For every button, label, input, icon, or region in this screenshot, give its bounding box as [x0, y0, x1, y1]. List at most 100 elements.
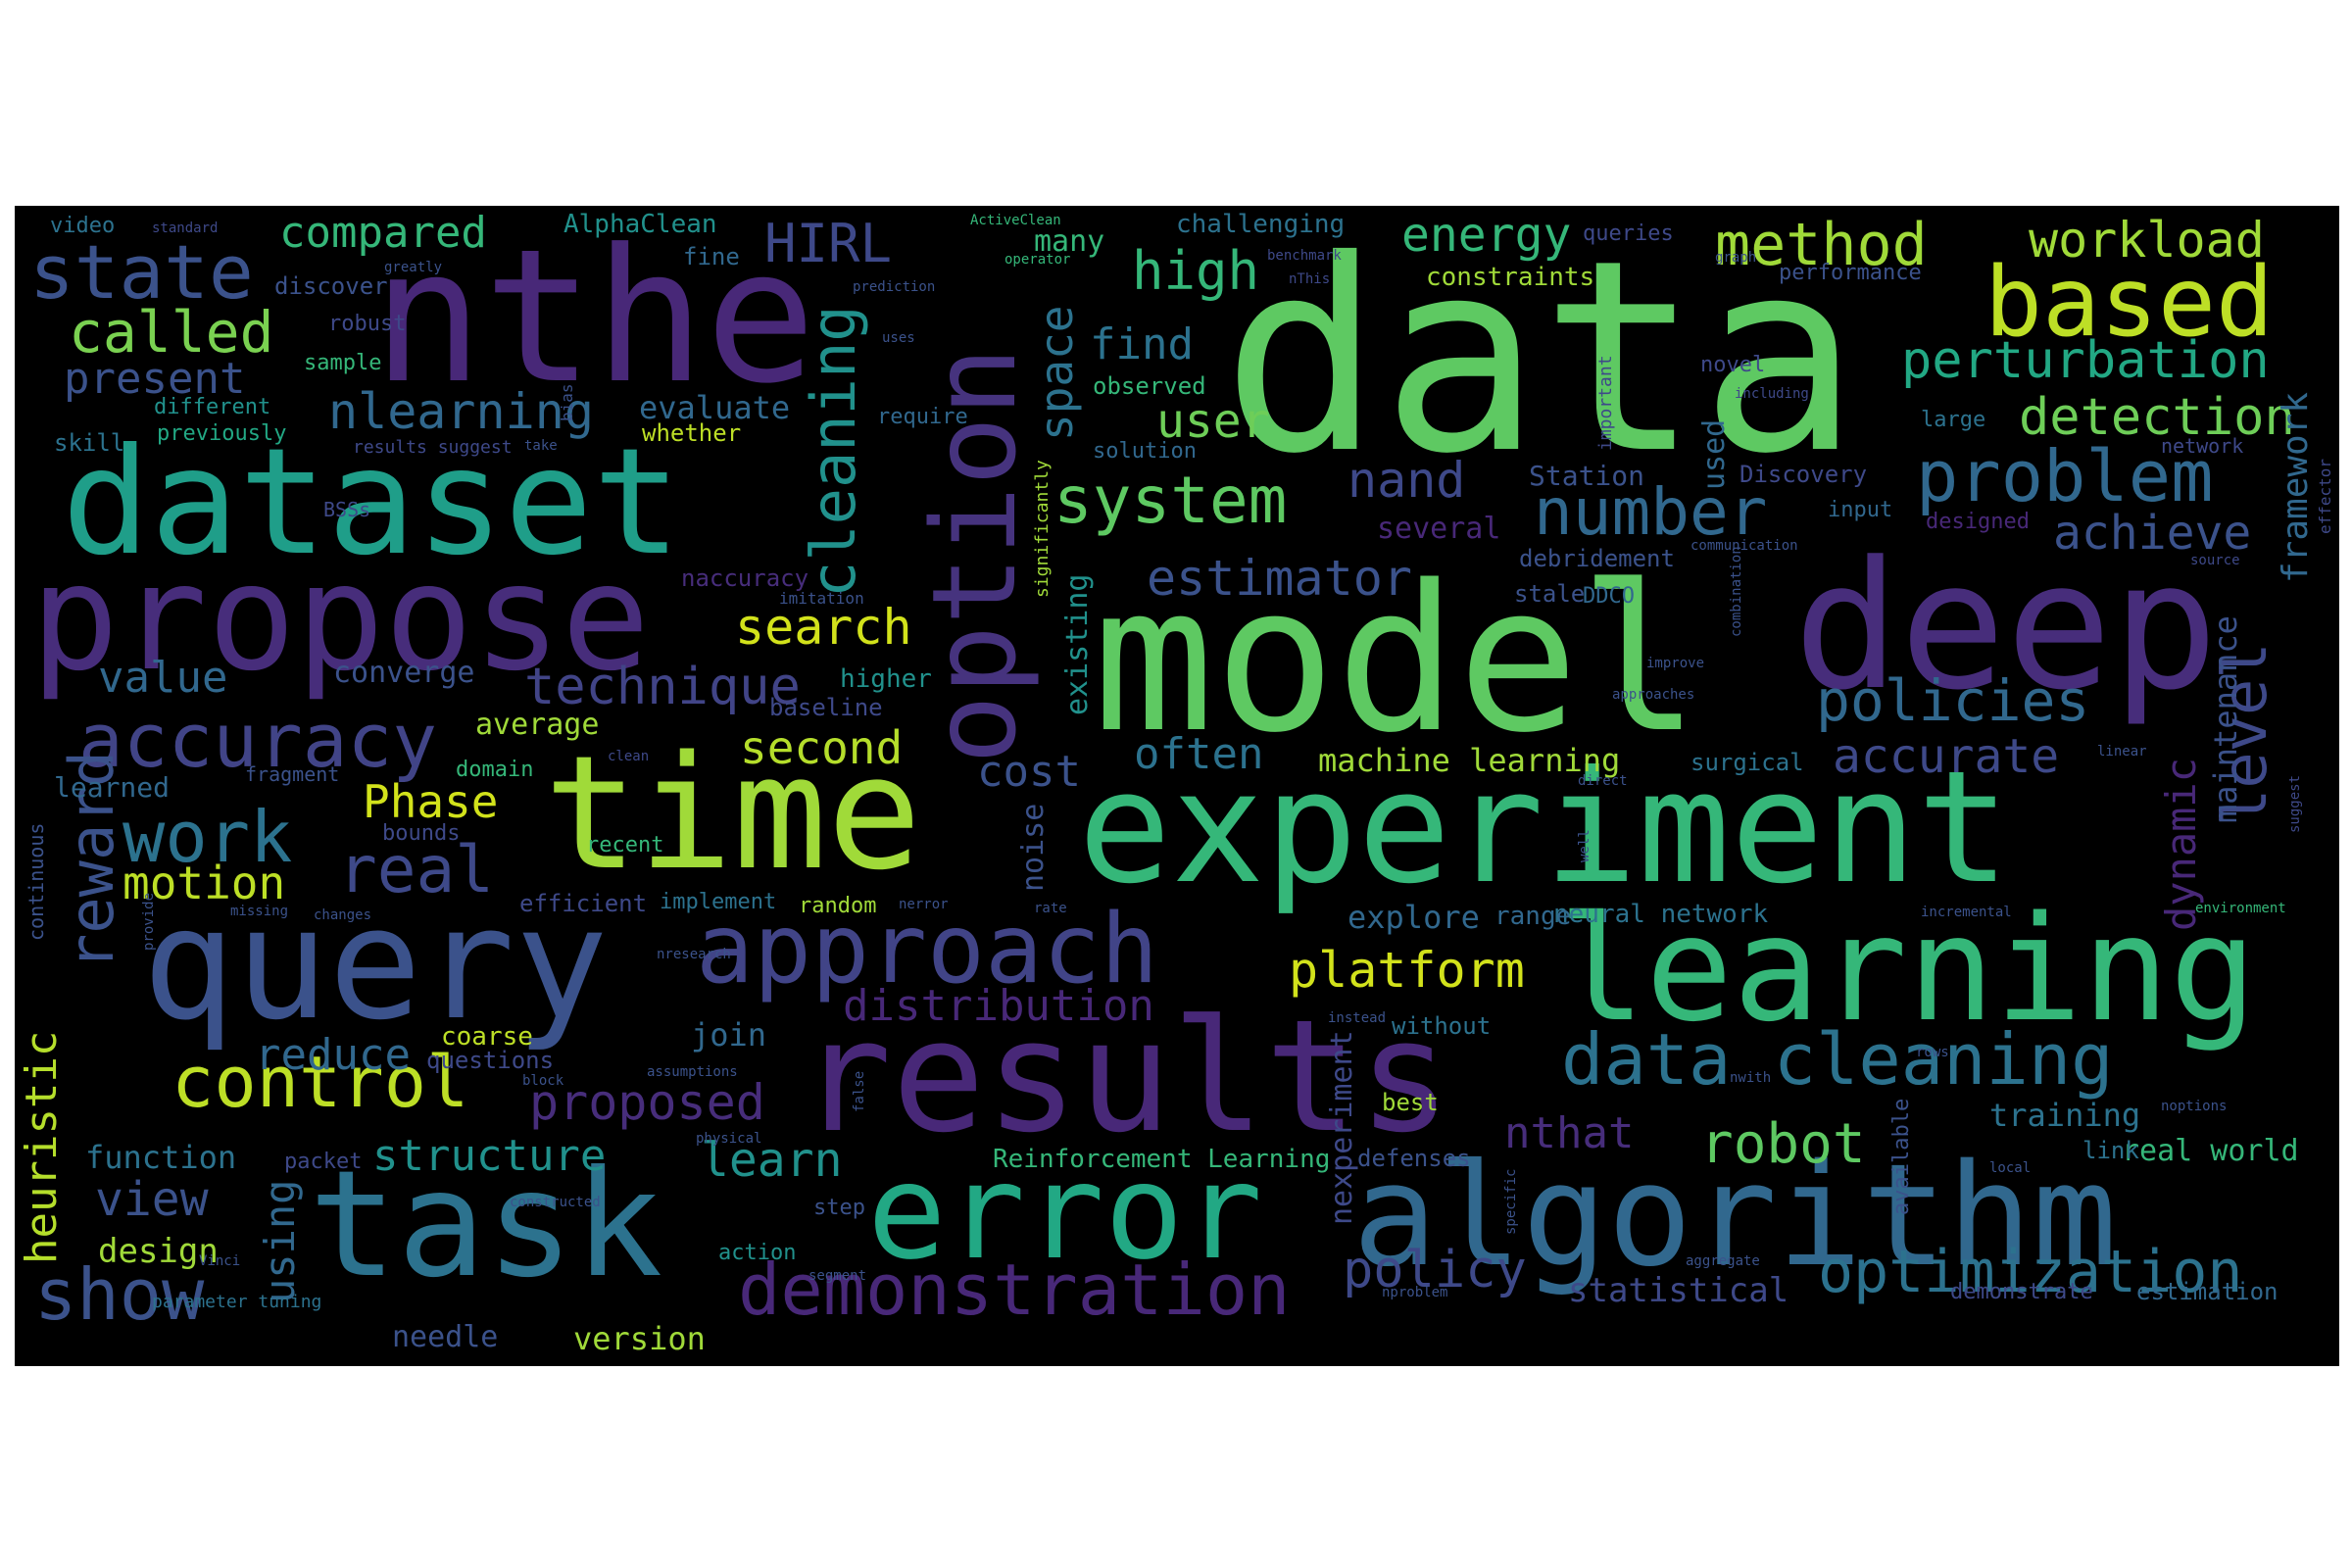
word-heuristic: heuristic — [17, 1030, 67, 1264]
word-local: local — [1989, 1160, 2032, 1176]
word-model: model — [1093, 542, 1701, 777]
word-value: value — [98, 653, 228, 703]
word-fine: fine — [683, 243, 740, 270]
word-large: large — [1921, 408, 1986, 432]
word-provide: provide — [141, 892, 157, 951]
word-motion: motion — [122, 857, 286, 909]
word-step: step — [813, 1196, 865, 1220]
word-input: input — [1828, 498, 1893, 522]
word-random: random — [799, 894, 877, 918]
word-achieve: achieve — [2053, 506, 2252, 561]
word-second: second — [740, 721, 904, 774]
word-existing: existing — [1060, 573, 1095, 716]
word-video: video — [50, 214, 116, 238]
word-solution: solution — [1093, 439, 1197, 464]
word-query: query — [142, 874, 609, 1054]
word-converge: converge — [333, 656, 475, 690]
word-approaches: approaches — [1612, 687, 1695, 703]
word-task: task — [309, 1140, 663, 1310]
word-parameter-tuning: parameter tuning — [152, 1292, 322, 1312]
word-error: error — [867, 1136, 1263, 1289]
word-activeclean: ActiveClean — [970, 213, 1061, 228]
word-reinforcement-learning: Reinforcement Learning — [993, 1145, 1331, 1174]
word-assumptions: assumptions — [647, 1064, 738, 1080]
word-nthe: nthe — [372, 210, 816, 424]
word-join: join — [691, 1016, 767, 1054]
word-imitation: imitation — [779, 589, 864, 608]
word-well: well — [1577, 829, 1592, 862]
word-graph: graph — [1715, 250, 1757, 266]
word-environment: environment — [2195, 901, 2286, 916]
word-link: link — [2082, 1137, 2139, 1164]
word-demonstrate: demonstrate — [1950, 1280, 2093, 1304]
word-continuous: continuous — [24, 822, 48, 941]
word-cost: cost — [977, 747, 1081, 797]
word-estimation: estimation — [2136, 1278, 2278, 1305]
word-statistical: statistical — [1568, 1271, 1789, 1310]
word-structure: structure — [372, 1131, 607, 1181]
word-discover: discover — [274, 272, 388, 300]
word-significantly: significantly — [1032, 460, 1053, 598]
word-specific: specific — [1503, 1168, 1519, 1235]
word-hirl: HIRL — [764, 213, 893, 274]
word-take: take — [524, 438, 558, 454]
word-station: Station — [1529, 460, 1645, 492]
word-noptions: noptions — [2161, 1099, 2228, 1114]
word-debridement: debridement — [1519, 545, 1675, 572]
word-average: average — [475, 708, 600, 742]
word-novel: novel — [1700, 353, 1766, 377]
word-machine-learning: machine learning — [1318, 742, 1621, 779]
word-noise: noise — [1016, 803, 1051, 892]
word-available: available — [1889, 1098, 1914, 1215]
word-bounds: bounds — [382, 821, 461, 846]
word-incremental: incremental — [1921, 905, 2012, 920]
word-bias: bias — [558, 383, 576, 421]
word-network: network — [2161, 434, 2244, 458]
word-packet: packet — [284, 1150, 363, 1174]
word-block: block — [522, 1073, 564, 1089]
word-detection: detection — [2019, 388, 2295, 447]
word-performance: performance — [1779, 261, 1922, 285]
word-dataset: dataset — [62, 417, 682, 588]
word-different: different — [154, 395, 271, 419]
word-view: view — [95, 1172, 209, 1227]
word-whether: whether — [642, 419, 742, 447]
word-communication: communication — [1690, 538, 1798, 554]
word-observed: observed — [1093, 372, 1206, 400]
word-workload: workload — [2029, 212, 2265, 269]
word-robot: robot — [1700, 1112, 1866, 1176]
word-greatly: greatly — [384, 260, 443, 275]
word-algorithm: algorithm — [1352, 1133, 2118, 1298]
word-false: false — [852, 1070, 867, 1112]
word-design: design — [98, 1232, 219, 1271]
word-experiment: experiment — [1078, 738, 2011, 918]
word-efficient: efficient — [519, 890, 648, 917]
word-rows: rows — [1916, 1045, 1949, 1060]
word-stale: stale — [1514, 580, 1586, 608]
word-aggregate: aggregate — [1686, 1253, 1760, 1269]
word-reduce: reduce — [255, 1030, 411, 1080]
word-state: state — [29, 228, 254, 316]
word-distribution: distribution — [843, 981, 1154, 1031]
word-nthis: nThis — [1289, 271, 1331, 287]
word-results-suggest: results suggest — [353, 437, 513, 458]
word-version: version — [573, 1320, 706, 1357]
word-nand: nand — [1348, 452, 1466, 509]
word-alphaclean: AlphaClean — [564, 210, 717, 239]
word-coarse: coarse — [441, 1022, 533, 1052]
word-vinci: Vinci — [199, 1253, 241, 1269]
word-constraints: constraints — [1426, 263, 1595, 292]
word-learn: learn — [701, 1133, 843, 1188]
word-present: present — [64, 354, 246, 404]
word-fragment: fragment — [245, 762, 340, 786]
word-physical: physical — [696, 1131, 762, 1147]
word-rate: rate — [1034, 901, 1067, 916]
word-platform: platform — [1289, 942, 1525, 999]
word-higher: higher — [840, 664, 932, 694]
word-skill: skill — [54, 429, 125, 457]
word-space: space — [1030, 305, 1083, 441]
word-benchmark: benchmark — [1267, 248, 1342, 264]
word-proposed: proposed — [529, 1074, 765, 1131]
word-nthat: nthat — [1504, 1108, 1635, 1158]
word-nexperiment: nexperiment — [1325, 1030, 1359, 1225]
